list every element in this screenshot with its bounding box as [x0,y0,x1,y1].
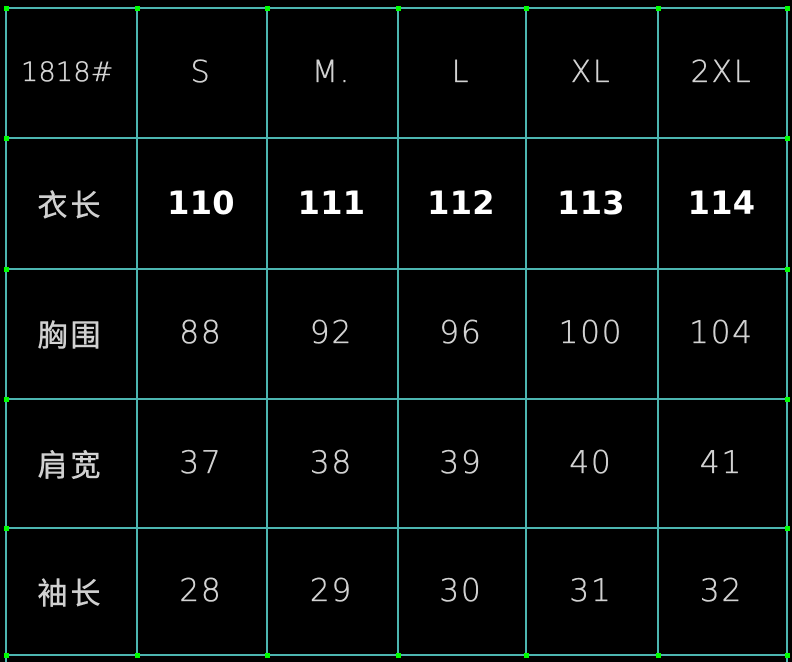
cell-r2-c5: 104 [657,268,786,398]
cell-r2-c1: 88 [136,268,266,398]
header-cell-style-code: 1818# [5,7,152,137]
header-cell-size-M: M. [266,7,397,137]
grid-line-vertical-6 [786,7,788,662]
cell-r1-c5: 114 [657,137,786,268]
header-cell-size-L: L [397,7,525,137]
header-cell-size-S: S [136,7,266,137]
row-label-3: 肩宽 [5,398,136,527]
row-label-1: 衣长 [5,137,136,268]
cell-r1-c4: 113 [525,137,657,268]
row-label-4: 袖长 [5,527,136,654]
cell-r2-c2: 92 [266,268,397,398]
row-label-2: 胸围 [5,268,136,398]
cell-r3-c4: 40 [525,398,657,527]
cell-r4-c5: 32 [657,527,786,654]
size-chart-image: 1818#SM.LXL2XL衣长110111112113114胸围8892961… [0,0,792,662]
header-cell-size-XL: XL [525,7,657,137]
cell-r3-c3: 39 [397,398,525,527]
cell-r1-c1: 110 [136,137,266,268]
cell-r1-c3: 112 [397,137,525,268]
cell-r3-c5: 41 [657,398,786,527]
cell-r4-c2: 29 [266,527,397,654]
cell-r4-c1: 28 [136,527,266,654]
cell-r3-c2: 38 [266,398,397,527]
cell-r4-c3: 30 [397,527,525,654]
header-cell-size-2XL: 2XL [657,7,786,137]
cell-r3-c1: 37 [136,398,266,527]
cell-r2-c4: 100 [525,268,657,398]
cell-r2-c3: 96 [397,268,525,398]
cell-r4-c4: 31 [525,527,657,654]
cell-r1-c2: 111 [266,137,397,268]
